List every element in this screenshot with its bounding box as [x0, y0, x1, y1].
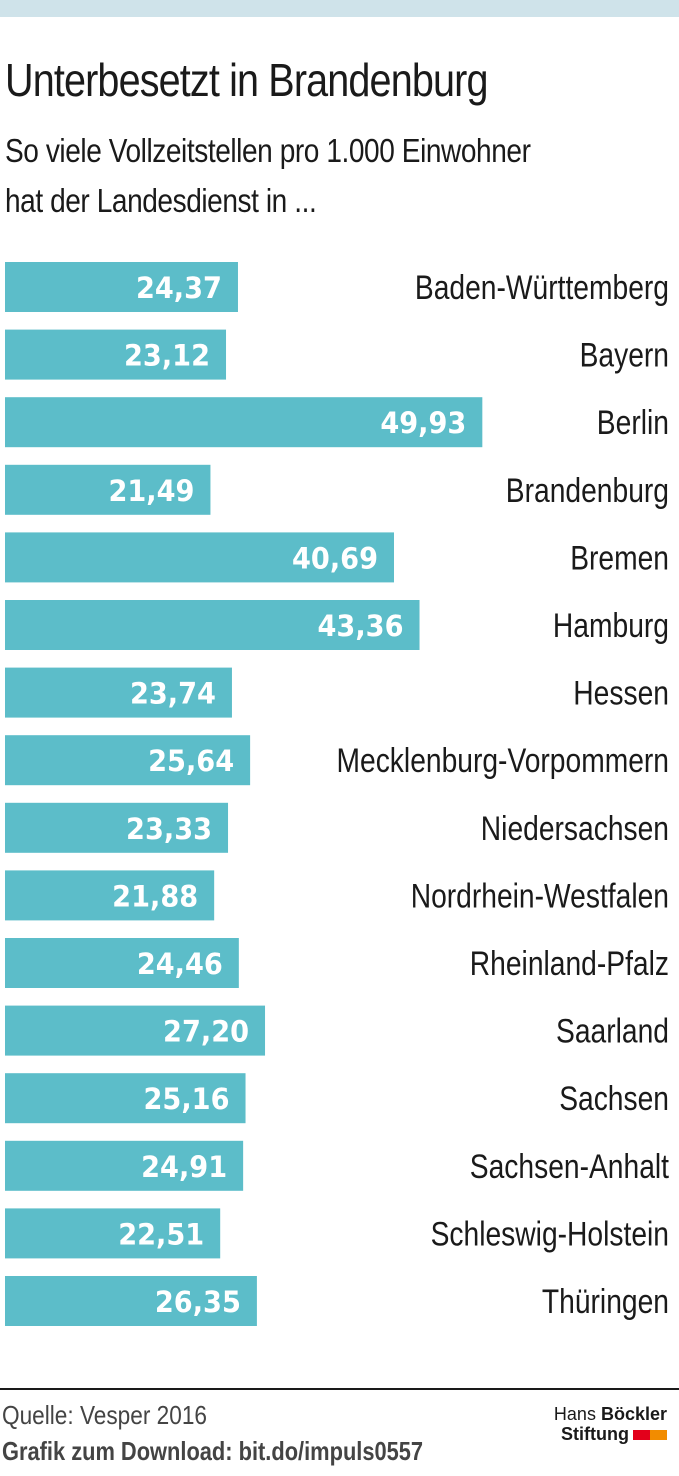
bar-value-label: 23,33: [126, 812, 212, 846]
bar: [5, 1005, 266, 1056]
category-label: Hamburg: [553, 607, 669, 645]
bar-value-label: 43,36: [318, 609, 404, 643]
category-label: Nordrhein-Westfalen: [411, 877, 669, 915]
bar: [5, 667, 232, 718]
bar: [5, 600, 420, 650]
subtitle-line-2: hat der Landesdienst in ...: [5, 182, 317, 219]
bar: [5, 938, 239, 988]
category-label: Sachsen-Anhalt: [470, 1148, 670, 1186]
category-label: Schleswig-Holstein: [431, 1215, 669, 1253]
category-label: Bremen: [570, 539, 669, 577]
bar-value-label: 22,51: [118, 1217, 204, 1251]
bar: [5, 802, 229, 853]
bar-value-label: 23,74: [130, 677, 216, 711]
bar: [5, 870, 215, 921]
chart-subtitle: So viele Vollzeitstellen pro 1.000 Einwo…: [5, 126, 651, 226]
subtitle-line-1: So viele Vollzeitstellen pro 1.000 Einwo…: [5, 132, 531, 169]
category-label: Mecklenburg-Vorpommern: [337, 742, 670, 780]
bar: [5, 1208, 221, 1259]
bar: [5, 397, 483, 448]
category-label: Saarland: [556, 1013, 669, 1051]
category-label: Berlin: [597, 404, 669, 442]
bar: [5, 1276, 257, 1326]
logo-color-bar-icon: [633, 1430, 667, 1441]
bar: [5, 735, 251, 786]
category-label: Thüringen: [542, 1283, 669, 1321]
bar: [5, 329, 227, 380]
category-label: Bayern: [580, 337, 669, 375]
bar-value-label: 25,16: [144, 1082, 230, 1116]
bar: [5, 262, 238, 312]
footer-divider: [0, 1388, 679, 1390]
hans-boeckler-logo: Hans Böckler Stiftung: [527, 1404, 667, 1444]
logo-text-boeckler: Böckler: [600, 1404, 667, 1424]
bar-value-label: 21,49: [108, 474, 194, 508]
category-label: Niedersachsen: [481, 810, 669, 848]
category-label: Baden-Württemberg: [415, 269, 669, 307]
category-label: Brandenburg: [506, 472, 669, 510]
logo-text-hans: Hans: [553, 1404, 601, 1424]
bar-value-label: 24,91: [141, 1150, 227, 1184]
source-note: Quelle: Vesper 2016: [2, 1400, 207, 1430]
bar-value-label: 24,46: [137, 947, 223, 981]
bar-value-label: 40,69: [292, 541, 378, 575]
download-link[interactable]: Grafik zum Download: bit.do/impuls0557: [2, 1436, 424, 1466]
bar: [5, 1140, 244, 1191]
bar: [5, 532, 394, 583]
bar: [5, 1073, 246, 1124]
category-label: Rheinland-Pfalz: [470, 945, 669, 983]
bar-value-label: 26,35: [155, 1285, 241, 1319]
category-label: Hessen: [573, 675, 669, 713]
bar-value-label: 23,12: [124, 339, 210, 373]
category-label: Sachsen: [559, 1080, 669, 1118]
bar-value-label: 24,37: [136, 271, 222, 305]
bar-value-label: 25,64: [148, 744, 234, 778]
bar-value-label: 21,88: [112, 879, 198, 913]
logo-text-stiftung: Stiftung: [561, 1424, 629, 1444]
bar-value-label: 49,93: [380, 406, 466, 440]
top-decorative-band: [0, 0, 679, 17]
bar: [5, 464, 211, 515]
bar-value-label: 27,20: [163, 1015, 249, 1049]
chart-title: Unterbesetzt in Brandenburg: [5, 54, 488, 106]
